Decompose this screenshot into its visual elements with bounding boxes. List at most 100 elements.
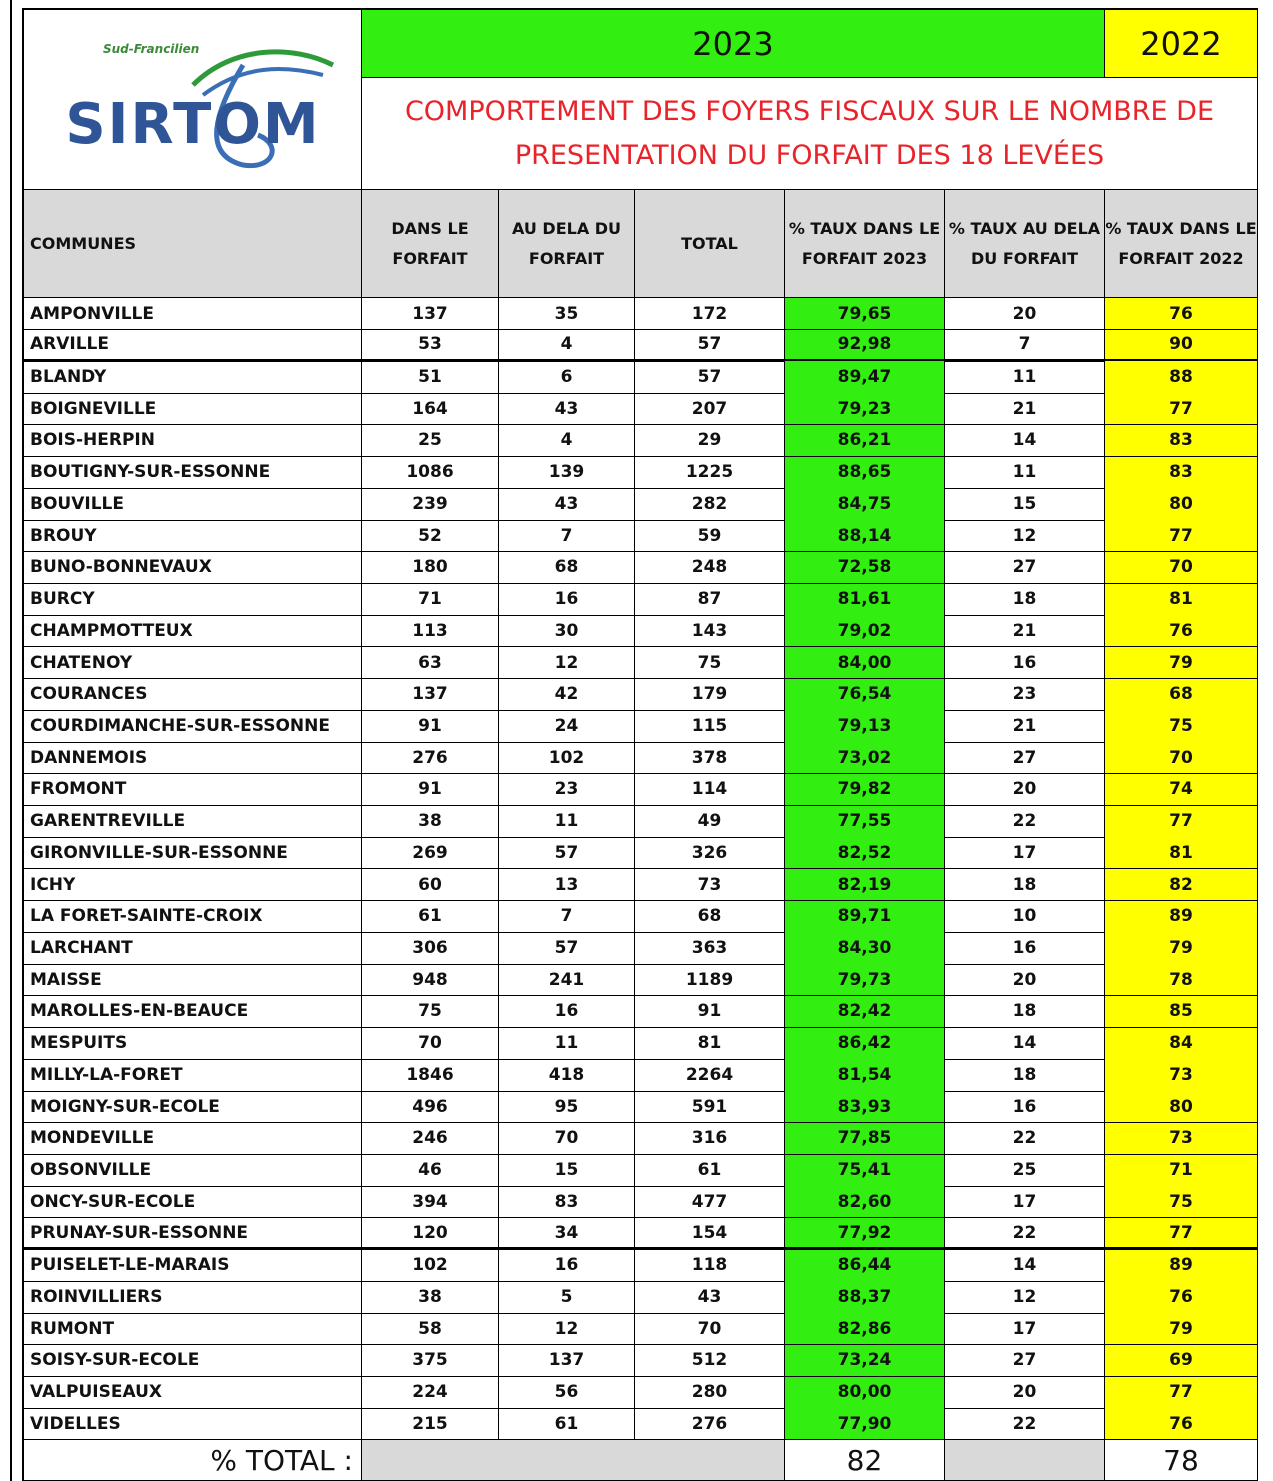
cell: 114 — [635, 773, 785, 807]
cell: 22 — [945, 1122, 1105, 1155]
commune: COURDIMANCHE-SUR-ESSONNE — [22, 710, 362, 743]
cell: 20 — [945, 773, 1105, 807]
cell: 7 — [499, 520, 635, 553]
cell: 81,54 — [785, 1059, 945, 1092]
cell: 477 — [635, 1186, 785, 1219]
cell: 102 — [499, 742, 635, 775]
cell: 43 — [499, 488, 635, 521]
commune: BROUY — [22, 520, 362, 553]
commune: AMPONVILLE — [22, 298, 362, 331]
cell: 77 — [1105, 520, 1258, 553]
cell: 79 — [1105, 932, 1258, 965]
cell: 77,92 — [785, 1217, 945, 1251]
commune: BURCY — [22, 583, 362, 616]
total-previous: 78 — [1105, 1440, 1258, 1481]
cell: 17 — [945, 1186, 1105, 1219]
logo-name: SIRTOM — [65, 92, 320, 157]
cell: 58 — [362, 1313, 499, 1346]
cell: 4 — [499, 424, 635, 458]
total-blank — [945, 1440, 1105, 1481]
column-header: TOTAL — [635, 190, 785, 298]
cell: 83 — [1105, 424, 1258, 458]
cell: 60 — [362, 869, 499, 902]
cell: 71 — [362, 583, 499, 616]
cell: 89,47 — [785, 361, 945, 394]
cell: 51 — [362, 361, 499, 394]
total-current: 82 — [785, 1440, 945, 1481]
cell: 70 — [1105, 742, 1258, 775]
cell: 29 — [635, 424, 785, 458]
cell: 69 — [1105, 1344, 1258, 1378]
cell: 137 — [362, 298, 499, 331]
cell: 115 — [635, 710, 785, 743]
commune: LA FORET-SAINTE-CROIX — [22, 900, 362, 933]
cell: 70 — [635, 1313, 785, 1346]
commune: VIDELLES — [22, 1408, 362, 1441]
cell: 82,42 — [785, 995, 945, 1029]
cell: 14 — [945, 1249, 1105, 1282]
cell: 4 — [499, 329, 635, 362]
cell: 68 — [635, 900, 785, 933]
commune: ONCY-SUR-ECOLE — [22, 1186, 362, 1219]
cell: 15 — [945, 488, 1105, 521]
cell: 88,37 — [785, 1281, 945, 1314]
cell: 76 — [1105, 1281, 1258, 1314]
cell: 73,24 — [785, 1344, 945, 1378]
cell: 21 — [945, 710, 1105, 743]
cell: 241 — [499, 964, 635, 997]
cell: 82,86 — [785, 1313, 945, 1346]
cell: 73 — [1105, 1059, 1258, 1092]
commune: FROMONT — [22, 773, 362, 807]
cell: 52 — [362, 520, 499, 553]
cell: 375 — [362, 1344, 499, 1378]
cell: 20 — [945, 964, 1105, 997]
cell: 12 — [499, 646, 635, 680]
year-current: 2023 — [362, 8, 1105, 78]
total-label: % TOTAL : — [22, 1440, 362, 1481]
cell: 16 — [945, 932, 1105, 965]
cell: 87 — [635, 583, 785, 616]
cell: 77 — [1105, 1217, 1258, 1251]
cell: 20 — [945, 298, 1105, 331]
cell: 496 — [362, 1091, 499, 1124]
cell: 75 — [1105, 710, 1258, 743]
cell: 215 — [362, 1408, 499, 1441]
cell: 89,71 — [785, 900, 945, 933]
column-header: % TAUX DANS LE FORFAIT 2022 — [1105, 190, 1258, 298]
cell: 86,21 — [785, 424, 945, 458]
cell: 22 — [945, 805, 1105, 838]
cell: 70 — [1105, 551, 1258, 584]
cell: 21 — [945, 615, 1105, 648]
cell: 75 — [635, 646, 785, 680]
cell: 239 — [362, 488, 499, 521]
cell: 11 — [945, 361, 1105, 394]
cell: 11 — [499, 805, 635, 838]
commune: CHAMPMOTTEUX — [22, 615, 362, 648]
cell: 88 — [1105, 361, 1258, 394]
cell: 46 — [362, 1154, 499, 1187]
cell: 92,98 — [785, 329, 945, 362]
logo-tagline: Sud-Francilien — [103, 42, 199, 56]
cell: 16 — [499, 1249, 635, 1282]
cell: 11 — [945, 456, 1105, 489]
commune: OBSONVILLE — [22, 1154, 362, 1187]
cell: 91 — [362, 710, 499, 743]
commune: BLANDY — [22, 361, 362, 394]
cell: 23 — [945, 678, 1105, 711]
cell: 42 — [499, 678, 635, 711]
cell: 88,14 — [785, 520, 945, 553]
cell: 86,42 — [785, 1027, 945, 1060]
cell: 118 — [635, 1249, 785, 1282]
cell: 276 — [635, 1408, 785, 1441]
cell: 81 — [1105, 583, 1258, 616]
cell: 1189 — [635, 964, 785, 997]
cell: 80 — [1105, 488, 1258, 521]
cell: 70 — [362, 1027, 499, 1060]
cell: 74 — [1105, 773, 1258, 807]
cell: 164 — [362, 393, 499, 426]
commune: MAISSE — [22, 964, 362, 997]
cell: 12 — [499, 1313, 635, 1346]
cell: 57 — [635, 329, 785, 362]
commune: BOUTIGNY-SUR-ESSONNE — [22, 456, 362, 489]
title-line: PRESENTATION DU FORFAIT DES 18 LEVÉES — [514, 139, 1105, 171]
